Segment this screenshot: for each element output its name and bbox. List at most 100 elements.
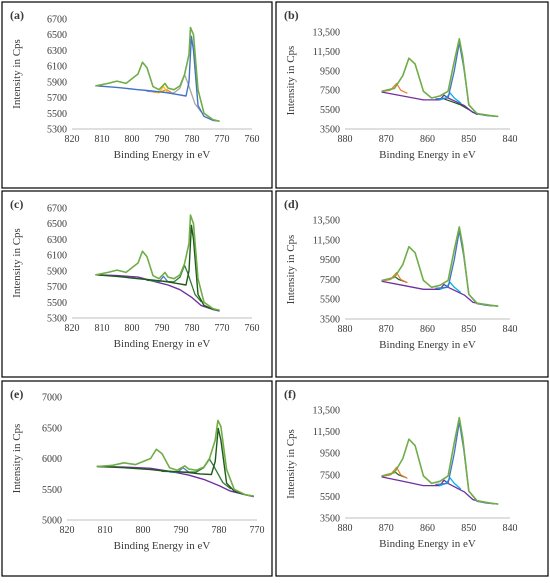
series-line-1 (95, 214, 220, 311)
panel-d: (d) 880 870 860 850 840 3500 5500 7500 9500 11,500… (275, 190, 549, 378)
x-tick-label: 860 (420, 324, 435, 335)
y-tick-label: 5500 (47, 109, 67, 120)
y-tick-label: 6300 (47, 46, 67, 57)
x-axis-title: Binding Energy in eV (114, 149, 211, 161)
series-line-1 (95, 26, 220, 122)
x-tick-label: 850 (461, 324, 476, 335)
y-tick-label: 6000 (42, 454, 62, 465)
y-tick-label: 6300 (47, 235, 67, 246)
y-tick-label: 5900 (47, 266, 67, 277)
y-axis-title: Intensity in Cps (285, 429, 297, 499)
y-tick-label: 11,500 (313, 235, 340, 246)
series-line-5 (381, 271, 408, 283)
y-axis-title: Intensity in Cps (285, 46, 297, 116)
series-line-2 (95, 35, 220, 122)
panel-a: (a) 820 810 800 790 780 770 760 5300 5500 5700 5900… (1, 1, 273, 189)
x-tick-label: 880 (338, 134, 353, 145)
series-line-1 (381, 38, 499, 118)
x-tick-label: 780 (185, 323, 200, 334)
x-tick-label: 850 (461, 523, 476, 534)
x-tick-label: 870 (379, 134, 394, 145)
x-tick-label: 820 (60, 525, 75, 536)
panel-label: (a) (10, 8, 24, 22)
x-tick-label: 790 (155, 134, 170, 145)
x-tick-label: 850 (461, 134, 476, 145)
x-tick-label: 880 (338, 523, 353, 534)
x-tick-label: 840 (503, 134, 518, 145)
y-tick-label: 13,500 (313, 28, 341, 39)
y-tick-label: 5500 (320, 105, 340, 116)
panel-frame (275, 380, 549, 577)
panel-label: (e) (10, 387, 23, 401)
x-tick-label: 810 (95, 323, 110, 334)
x-tick-label: 820 (65, 134, 80, 145)
x-tick-label: 780 (212, 525, 227, 536)
x-tick-label: 760 (245, 323, 260, 334)
x-tick-label: 770 (250, 525, 265, 536)
x-tick-label: 800 (125, 323, 140, 334)
series-line-5 (381, 466, 408, 479)
y-tick-label: 5700 (47, 282, 67, 293)
y-tick-label: 9500 (320, 255, 340, 266)
y-tick-label: 7500 (320, 470, 340, 481)
series-line-1 (381, 416, 499, 505)
y-tick-label: 5000 (42, 516, 62, 527)
x-tick-label: 770 (215, 323, 230, 334)
panel-f: (f) 880 870 860 850 840 3500 5500 7500 9500 11,500… (275, 380, 549, 577)
x-tick-label: 770 (215, 134, 230, 145)
x-axis-title: Binding Energy in eV (379, 538, 476, 550)
panel-e: (e) 820 810 800 790 780 770 5000 5500 6000 6500 700… (1, 380, 273, 577)
y-tick-label: 13,500 (313, 216, 341, 227)
series-line-2 (95, 224, 220, 311)
y-tick-label: 5500 (47, 298, 67, 309)
y-axis-title: Intensity in Cps (11, 39, 23, 109)
y-tick-label: 7500 (320, 86, 340, 97)
y-tick-label: 11,500 (313, 427, 340, 438)
y-axis-title: Intensity in Cps (285, 235, 297, 305)
y-tick-label: 3500 (320, 125, 340, 136)
y-tick-label: 9500 (320, 66, 340, 77)
panel-frame (1, 380, 273, 577)
y-tick-label: 5300 (47, 314, 67, 325)
y-tick-label: 6100 (47, 251, 67, 262)
x-tick-label: 810 (95, 134, 110, 145)
panel-frame (275, 190, 549, 378)
y-tick-label: 13,500 (313, 406, 341, 417)
x-tick-label: 870 (379, 523, 394, 534)
x-tick-label: 810 (98, 525, 113, 536)
panel-frame (275, 1, 549, 189)
panel-frame (1, 190, 273, 378)
x-tick-label: 780 (185, 134, 200, 145)
y-tick-label: 11,500 (313, 47, 340, 58)
y-tick-label: 7500 (320, 275, 340, 286)
y-tick-label: 7000 (42, 393, 62, 404)
panel-label: (c) (10, 197, 23, 211)
y-tick-label: 9500 (320, 449, 340, 460)
y-tick-label: 5500 (320, 492, 340, 503)
panel-label: (b) (284, 8, 299, 22)
y-tick-label: 3500 (320, 315, 340, 326)
y-tick-label: 6500 (47, 30, 67, 41)
x-tick-label: 790 (155, 323, 170, 334)
x-axis-title: Binding Energy in eV (114, 338, 211, 350)
panel-c: (c) 820 810 800 790 780 770 760 5300 5500 5700 5900… (1, 190, 273, 378)
x-tick-label: 860 (420, 134, 435, 145)
x-axis-title: Binding Energy in eV (114, 540, 211, 552)
x-tick-label: 760 (245, 134, 260, 145)
y-tick-label: 5900 (47, 77, 67, 88)
y-tick-label: 5500 (320, 295, 340, 306)
x-tick-label: 870 (379, 324, 394, 335)
x-tick-label: 790 (174, 525, 189, 536)
x-tick-label: 860 (420, 523, 435, 534)
y-tick-label: 6500 (47, 219, 67, 230)
x-tick-label: 820 (65, 323, 80, 334)
y-tick-label: 3500 (320, 514, 340, 525)
y-tick-label: 5300 (47, 125, 67, 136)
x-axis-title: Binding Energy in eV (379, 149, 476, 161)
y-axis-title: Intensity in Cps (11, 424, 23, 494)
panel-b: (b) 880 870 860 850 840 3500 5500 7500 9500 11,500… (275, 1, 549, 189)
y-tick-label: 6100 (47, 62, 67, 73)
y-tick-label: 6700 (47, 204, 67, 215)
